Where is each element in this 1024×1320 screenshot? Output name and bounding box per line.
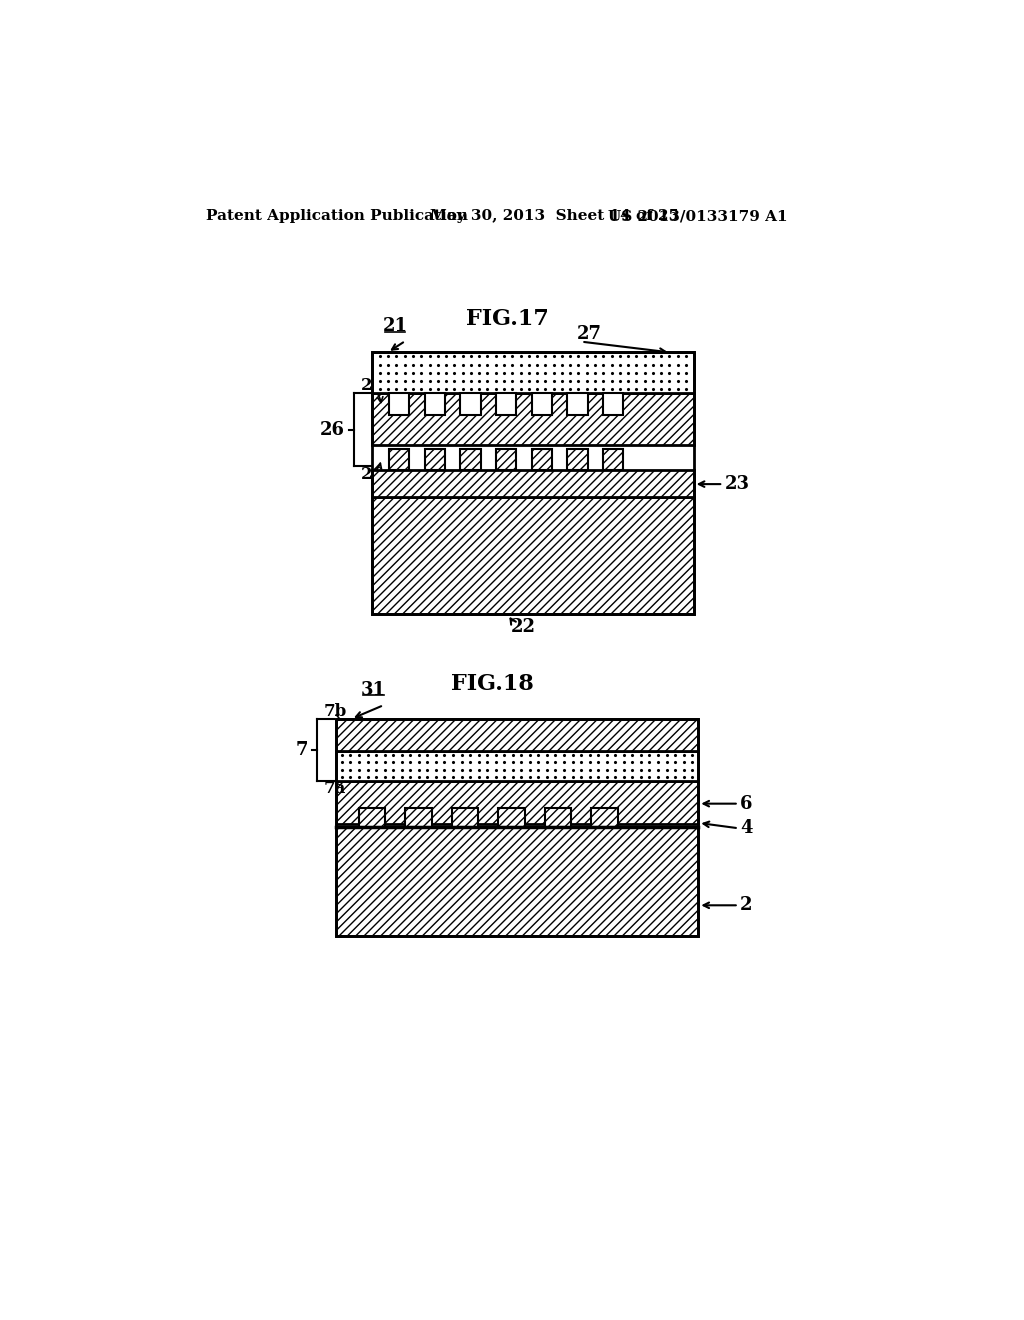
- Bar: [372, 352, 693, 393]
- Text: 31: 31: [360, 681, 385, 698]
- Bar: [372, 470, 693, 498]
- Text: 7a: 7a: [324, 780, 346, 797]
- Bar: [461, 449, 480, 470]
- Text: 26a: 26a: [360, 466, 394, 483]
- Bar: [461, 393, 480, 414]
- Bar: [496, 393, 516, 414]
- Text: 4: 4: [740, 820, 753, 837]
- Bar: [545, 808, 571, 826]
- Bar: [499, 808, 524, 826]
- Bar: [452, 808, 478, 826]
- Bar: [372, 352, 693, 614]
- Text: 26b: 26b: [360, 378, 395, 395]
- Bar: [567, 449, 588, 470]
- Bar: [372, 393, 693, 445]
- Text: 23: 23: [725, 475, 750, 494]
- Bar: [425, 393, 445, 414]
- Bar: [496, 449, 516, 470]
- Text: 6: 6: [740, 795, 753, 813]
- Bar: [531, 393, 552, 414]
- Bar: [389, 449, 410, 470]
- Text: 27: 27: [577, 325, 602, 343]
- Text: 7: 7: [296, 741, 308, 759]
- Text: FIG.17: FIG.17: [466, 308, 549, 330]
- Bar: [359, 808, 385, 826]
- Text: US 2013/0133179 A1: US 2013/0133179 A1: [608, 209, 788, 223]
- Bar: [603, 393, 624, 414]
- Text: May 30, 2013  Sheet 14 of 25: May 30, 2013 Sheet 14 of 25: [430, 209, 679, 223]
- Bar: [336, 751, 698, 780]
- Bar: [425, 449, 445, 470]
- Bar: [336, 719, 698, 751]
- Bar: [336, 826, 698, 936]
- Text: FIG.18: FIG.18: [451, 673, 534, 694]
- Text: Patent Application Publication: Patent Application Publication: [206, 209, 468, 223]
- Bar: [567, 393, 588, 414]
- Bar: [372, 498, 693, 614]
- Bar: [531, 449, 552, 470]
- Bar: [592, 808, 617, 826]
- Text: 7b: 7b: [324, 702, 347, 719]
- Bar: [336, 780, 698, 824]
- Text: 26: 26: [319, 421, 345, 438]
- Text: 22: 22: [511, 618, 536, 635]
- Bar: [389, 393, 410, 414]
- Bar: [603, 449, 624, 470]
- Bar: [406, 808, 432, 826]
- Text: 2: 2: [740, 896, 753, 915]
- Text: 21: 21: [383, 317, 408, 335]
- Bar: [336, 719, 698, 936]
